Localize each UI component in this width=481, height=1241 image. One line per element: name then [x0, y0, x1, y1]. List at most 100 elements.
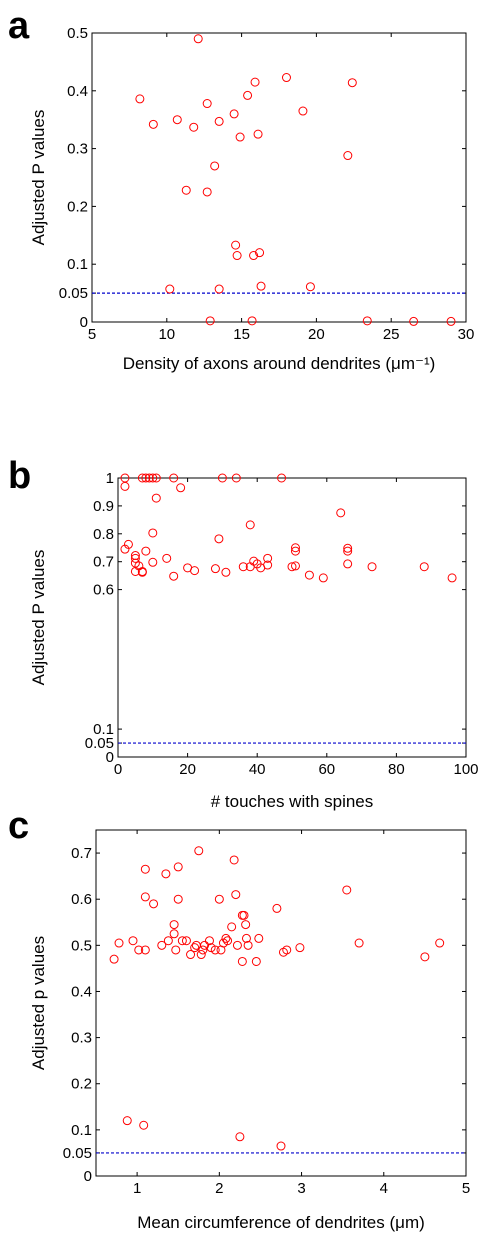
data-point: [193, 34, 203, 44]
data-point: [128, 936, 138, 946]
y-tick-label: 0: [84, 1168, 92, 1185]
data-point: [235, 1132, 245, 1142]
data-point: [305, 282, 315, 292]
data-point: [196, 950, 206, 960]
y-tick-label: 0.3: [67, 141, 88, 158]
data-point: [202, 99, 212, 109]
data-point: [281, 73, 291, 83]
data-point: [169, 571, 179, 581]
data-point: [295, 943, 305, 953]
x-tick-label: 40: [249, 761, 266, 778]
data-point: [223, 936, 233, 946]
data-point: [148, 473, 158, 483]
data-point: [237, 956, 247, 966]
y-tick-label: 0.2: [71, 1076, 92, 1093]
plot-frame: [91, 32, 467, 323]
data-point: [221, 933, 231, 943]
panel-c: c 0 0.05 0.1 0.2 0.3 0.4 0.5 0.6 0.7 1 2 3 4 5 Mean ci…: [8, 805, 470, 1232]
data-point: [210, 945, 220, 955]
data-point: [194, 846, 204, 856]
x-tick-label: 5: [462, 1180, 470, 1197]
data-point: [135, 94, 145, 104]
data-point: [162, 553, 172, 563]
data-point: [177, 936, 187, 946]
data-point: [189, 122, 199, 132]
data-point: [214, 534, 224, 544]
y-tick-label: 0.6: [93, 582, 114, 599]
data-point: [114, 938, 124, 948]
data-point: [148, 528, 158, 538]
data-point: [204, 936, 214, 946]
x-tick-label: 2: [215, 1180, 223, 1197]
y-axis-label: Adjusted p values: [29, 936, 48, 1070]
data-point: [253, 129, 263, 139]
data-point: [250, 77, 260, 87]
data-point: [243, 940, 253, 950]
data-point: [171, 945, 181, 955]
y-tick-label: 0.3: [71, 1030, 92, 1047]
data-point: [123, 539, 133, 549]
panel-c-letter: c: [8, 805, 29, 847]
data-point: [446, 316, 456, 326]
data-point: [231, 473, 241, 483]
data-point: [229, 855, 239, 865]
data-point: [140, 892, 150, 902]
data-point: [229, 109, 239, 119]
data-point: [214, 116, 224, 126]
x-tick-label: 10: [158, 326, 175, 343]
data-point: [163, 936, 173, 946]
x-tick-label: 60: [318, 761, 335, 778]
data-point: [137, 473, 147, 483]
data-point: [241, 920, 251, 930]
data-point: [367, 562, 377, 572]
data-point: [149, 899, 159, 909]
data-point: [190, 566, 200, 576]
y-axis-label: Adjusted P values: [29, 110, 48, 246]
x-tick-label: 4: [380, 1180, 388, 1197]
data-point: [141, 473, 151, 483]
y-tick-label: 0.8: [93, 526, 114, 543]
data-point: [318, 573, 328, 583]
y-tick-label: 1: [106, 470, 114, 487]
data-point: [290, 543, 300, 553]
data-point: [409, 316, 419, 326]
data-point: [290, 546, 300, 556]
data-point: [447, 573, 457, 583]
y-tick-label: 0.05: [59, 285, 88, 302]
data-point: [198, 945, 208, 955]
data-point: [134, 945, 144, 955]
data-point: [130, 566, 140, 576]
data-point: [231, 890, 241, 900]
data-point: [205, 316, 215, 326]
data-point: [181, 185, 191, 195]
data-point: [139, 1120, 149, 1130]
y-tick-label: 0.4: [67, 83, 88, 100]
y-tick-label: 0.1: [93, 721, 114, 738]
y-tick-label: 0.2: [67, 198, 88, 215]
x-tick-label: 1: [133, 1180, 141, 1197]
data-point: [140, 945, 150, 955]
data-point: [172, 115, 182, 125]
y-tick-label: 0.1: [71, 1122, 92, 1139]
data-point: [232, 251, 242, 261]
data-point: [362, 316, 372, 326]
data-point: [173, 862, 183, 872]
data-point: [214, 894, 224, 904]
data-point: [282, 945, 292, 955]
data-point: [343, 151, 353, 161]
data-point: [186, 950, 196, 960]
data-point: [298, 106, 308, 116]
data-point: [169, 473, 179, 483]
x-tick-label: 0: [114, 761, 122, 778]
y-tick-label: 0.7: [93, 554, 114, 571]
y-tick-label: 0.1: [67, 256, 88, 273]
data-point: [241, 933, 251, 943]
plot-frame: [117, 477, 467, 758]
data-point: [304, 570, 314, 580]
data-point: [151, 493, 161, 503]
data-point: [231, 240, 241, 250]
data-point: [239, 910, 249, 920]
data-point: [263, 553, 273, 563]
x-tick-label: 25: [383, 326, 400, 343]
